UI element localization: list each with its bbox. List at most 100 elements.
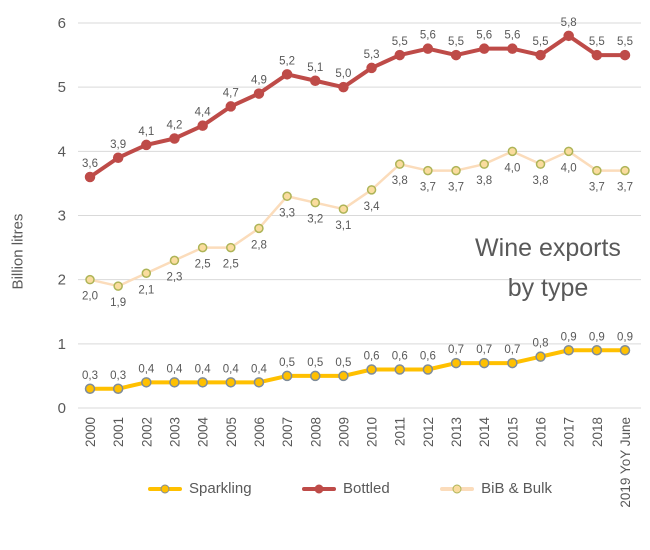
legend-item-bottled: Bottled: [301, 480, 390, 497]
series-sparkling-marker: [84, 383, 96, 394]
series-sparkling-data-label: 0,6: [364, 351, 380, 363]
series-sparkling-marker: [450, 357, 462, 369]
series-bottled-data-label: 4,9: [251, 75, 267, 87]
y-tick-label: 2: [58, 272, 66, 289]
sparkling-legend-marker-icon: [148, 484, 182, 493]
y-tick-label: 3: [58, 208, 66, 225]
series-bottled-data-label: 4,2: [166, 120, 182, 132]
x-tick-label: 2017: [562, 417, 577, 447]
y-tick-label: 0: [58, 400, 66, 417]
series-sparkling-marker: [310, 370, 321, 382]
series-bib-bulk-data-label: 3,7: [617, 182, 633, 194]
series-bottled-data-label: 5,5: [392, 36, 408, 48]
series-bib-bulk-data-label: 2,5: [195, 259, 211, 271]
legend-label-sparkling: Sparkling: [189, 480, 252, 497]
series-sparkling-data-label: 0,7: [448, 344, 464, 356]
series-bottled-data-label: 5,8: [561, 17, 577, 29]
series-bib-bulk-data-label: 4,0: [504, 162, 520, 174]
series-sparkling-marker: [478, 357, 490, 369]
series-bottled-marker: [535, 49, 546, 61]
series-bottled-data-label: 5,5: [448, 36, 464, 48]
y-tick-label: 6: [58, 15, 66, 32]
series-bottled-data-label: 5,2: [279, 55, 295, 67]
series-bottled-marker: [450, 49, 462, 61]
series-bib-bulk-marker: [169, 255, 180, 266]
x-tick-label: 2003: [167, 417, 182, 447]
series-bib-bulk-data-label: 3,3: [279, 207, 295, 219]
series-bib-bulk-marker: [85, 274, 95, 285]
series-sparkling-data-label: 0,4: [195, 363, 212, 375]
series-bottled-data-label: 5,5: [533, 36, 549, 48]
series-bib-bulk-marker: [507, 146, 518, 157]
series-bib-bulk-marker: [451, 165, 461, 176]
x-tick-label: 2016: [534, 417, 549, 447]
series-bottled-data-label: 5,0: [335, 68, 351, 80]
series-sparkling-data-label: 0,8: [533, 338, 549, 350]
series-sparkling-marker: [112, 383, 124, 394]
series-bib-bulk-marker: [197, 242, 208, 253]
series-bib-bulk-marker: [141, 268, 152, 278]
series-bottled-marker: [422, 43, 434, 54]
series-bib-bulk-marker: [535, 159, 546, 169]
series-bib-bulk-data-label: 2,8: [251, 239, 267, 251]
x-tick-label: 2006: [252, 417, 267, 447]
series-bib-bulk-marker: [423, 165, 433, 176]
series-bottled-marker: [112, 152, 124, 163]
series-bib-bulk-marker: [394, 159, 405, 169]
series-bib-bulk-data-label: 3,7: [448, 182, 464, 194]
series-bib-bulk-data-label: 3,2: [307, 214, 323, 226]
series-bottled-data-label: 3,9: [110, 139, 126, 151]
series-bottled-marker: [394, 49, 405, 61]
x-tick-label: 2005: [224, 417, 239, 447]
series-sparkling-data-label: 0,4: [138, 363, 155, 375]
series-bib-bulk-data-label: 3,4: [364, 201, 381, 213]
chart-title-line2: by type: [507, 274, 589, 302]
series-bib-bulk-marker: [620, 165, 630, 176]
series-sparkling-data-label: 0,9: [617, 331, 633, 343]
y-axis-title: Billion litres: [9, 213, 27, 290]
series-bib-bulk-marker: [282, 191, 292, 201]
series-bottled-marker: [281, 69, 293, 80]
x-tick-label: 2014: [477, 417, 492, 448]
series-bottled-data-label: 5,6: [504, 30, 520, 42]
x-tick-label: 2008: [308, 417, 323, 447]
series-bottled-marker: [563, 30, 574, 42]
series-bottled-marker: [507, 43, 518, 54]
series-sparkling-marker: [535, 351, 546, 362]
series-sparkling-data-label: 0,4: [251, 363, 268, 375]
series-sparkling-data-label: 0,9: [561, 331, 577, 343]
series-bottled-marker: [169, 133, 180, 144]
series-sparkling-data-label: 0,6: [420, 351, 436, 363]
series-bottled-marker: [366, 62, 377, 74]
series-sparkling-data-label: 0,4: [223, 363, 240, 375]
bib-bulk-legend-marker-icon: [440, 484, 475, 493]
legend-item-bib-bulk: BiB & Bulk: [440, 480, 552, 497]
series-sparkling-marker: [281, 370, 293, 382]
series-sparkling-marker: [394, 364, 405, 375]
series-bottled-data-label: 4,4: [195, 107, 212, 119]
series-bib-bulk-data-label: 2,1: [138, 284, 154, 296]
series-bib-bulk-marker: [254, 223, 264, 234]
series-sparkling-data-label: 0,5: [307, 357, 323, 369]
chart-title-line1: Wine exports: [475, 234, 621, 262]
series-sparkling-marker: [169, 377, 180, 388]
series-sparkling-data-label: 0,6: [392, 351, 408, 363]
series-bottled-marker: [478, 43, 490, 54]
x-tick-label: 2007: [280, 417, 295, 447]
series-bottled-marker: [84, 171, 96, 183]
series-bib-bulk-marker: [592, 165, 602, 176]
series-bottled-marker: [338, 81, 349, 93]
series-sparkling-data-label: 0,9: [589, 331, 605, 343]
series-bib-bulk-data-label: 2,0: [82, 291, 98, 303]
legend-label-bottled: Bottled: [342, 480, 390, 497]
series-bottled-data-label: 4,1: [138, 126, 154, 138]
x-tick-label: 2019 YoY June: [618, 417, 633, 508]
x-tick-label: 2010: [365, 417, 380, 447]
series-bib-bulk-marker: [338, 204, 349, 214]
x-tick-label: 2002: [139, 417, 154, 447]
x-tick-label: 2004: [196, 417, 211, 448]
series-bib-bulk-marker: [479, 159, 489, 169]
series-bib-bulk-data-label: 3,7: [420, 182, 436, 194]
series-sparkling-marker: [619, 345, 631, 356]
